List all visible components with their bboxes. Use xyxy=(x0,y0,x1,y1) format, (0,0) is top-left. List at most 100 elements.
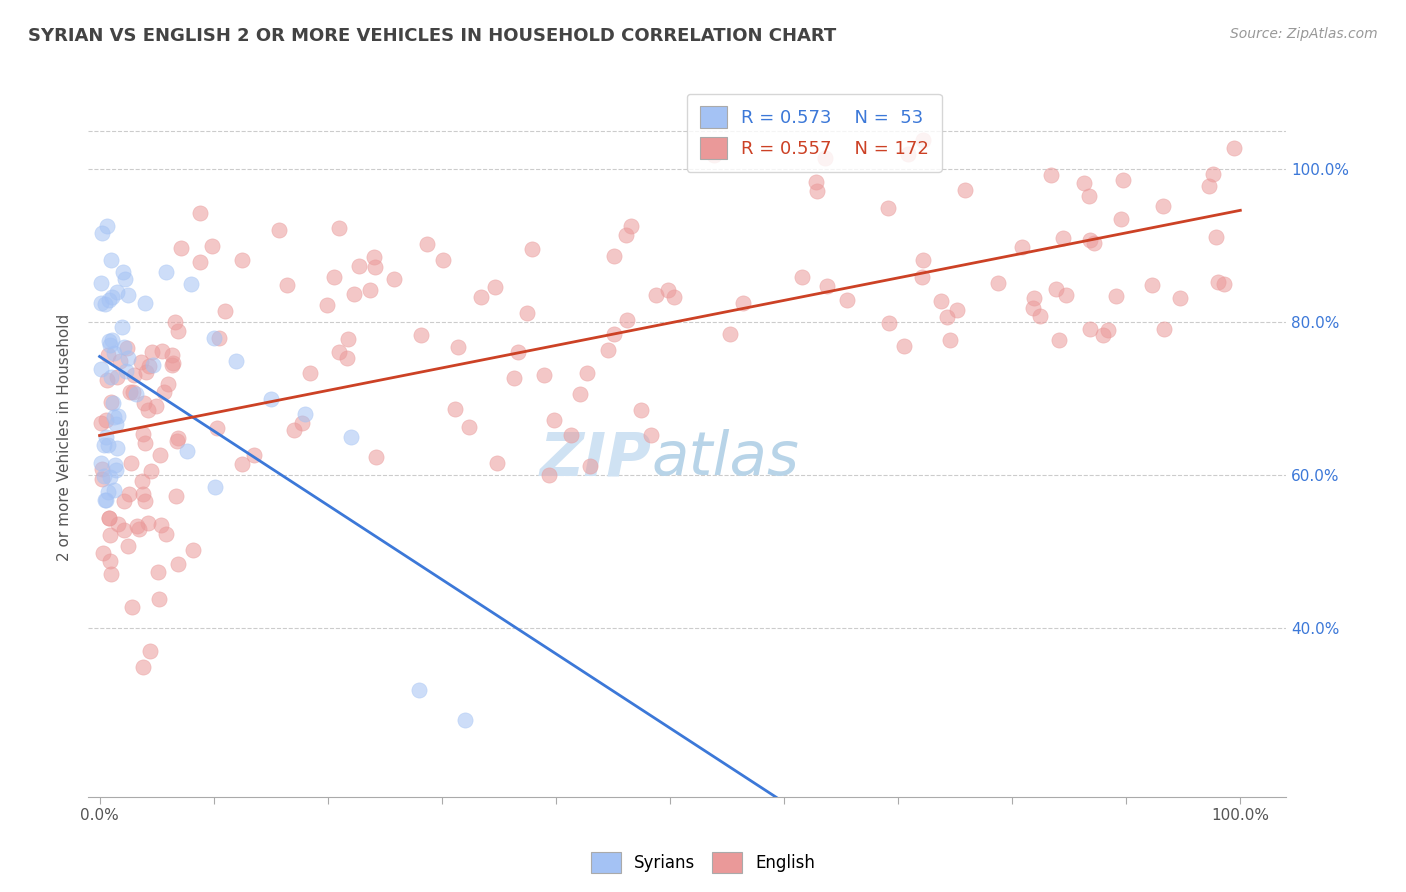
Point xyxy=(107,517,129,532)
Point xyxy=(267,223,290,237)
Point xyxy=(204,480,226,494)
Point xyxy=(543,412,565,426)
Point xyxy=(105,441,128,455)
Point xyxy=(180,277,202,291)
Point xyxy=(103,410,125,425)
Point xyxy=(132,427,155,442)
Point xyxy=(516,306,538,320)
Point xyxy=(201,238,224,252)
Point xyxy=(1083,235,1105,250)
Point xyxy=(603,249,626,263)
Point xyxy=(98,334,121,348)
Point xyxy=(718,326,741,341)
Point xyxy=(1105,288,1128,302)
Point xyxy=(176,444,198,458)
Point xyxy=(122,368,145,382)
Point xyxy=(1109,211,1132,226)
Point xyxy=(148,566,170,580)
Point xyxy=(120,456,142,470)
Point xyxy=(202,330,225,344)
Point xyxy=(97,348,120,362)
Point xyxy=(105,285,128,300)
Point xyxy=(1140,277,1163,292)
Point xyxy=(138,359,160,373)
Point xyxy=(127,519,149,533)
Text: ZIP: ZIP xyxy=(540,429,651,488)
Point xyxy=(97,511,120,525)
Point xyxy=(100,369,122,384)
Point xyxy=(620,219,643,233)
Point xyxy=(893,339,915,353)
Point xyxy=(90,295,112,310)
Point xyxy=(104,463,127,477)
Point xyxy=(108,354,131,368)
Point xyxy=(225,353,247,368)
Point xyxy=(316,298,339,312)
Point xyxy=(170,241,193,255)
Point xyxy=(664,290,686,304)
Point xyxy=(1078,321,1101,335)
Point xyxy=(1029,309,1052,323)
Point xyxy=(1073,177,1095,191)
Point xyxy=(90,362,112,376)
Point xyxy=(322,270,344,285)
Point xyxy=(132,396,155,410)
Point xyxy=(630,403,652,417)
Point xyxy=(94,493,117,508)
Point xyxy=(614,227,637,242)
Point xyxy=(155,527,177,541)
Point xyxy=(134,436,156,450)
Point xyxy=(814,151,837,165)
Point xyxy=(90,416,112,430)
Text: SYRIAN VS ENGLISH 2 OR MORE VEHICLES IN HOUSEHOLD CORRELATION CHART: SYRIAN VS ENGLISH 2 OR MORE VEHICLES IN … xyxy=(28,27,837,45)
Point xyxy=(104,458,127,472)
Point xyxy=(111,320,134,334)
Point xyxy=(1111,173,1133,187)
Point xyxy=(432,252,454,267)
Point xyxy=(337,332,360,346)
Point xyxy=(569,387,592,401)
Point xyxy=(205,421,228,435)
Point xyxy=(112,524,135,538)
Point xyxy=(132,487,155,501)
Point xyxy=(596,343,619,357)
Point xyxy=(291,416,314,430)
Point xyxy=(101,396,124,410)
Point xyxy=(294,407,316,421)
Point xyxy=(128,522,150,536)
Point xyxy=(1052,231,1074,245)
Point xyxy=(152,385,174,400)
Point xyxy=(343,287,366,301)
Point xyxy=(118,487,141,501)
Point xyxy=(790,269,813,284)
Point xyxy=(214,303,236,318)
Point xyxy=(484,280,506,294)
Point xyxy=(167,558,190,572)
Point xyxy=(115,341,138,355)
Point xyxy=(938,333,960,347)
Point xyxy=(100,252,122,267)
Point xyxy=(644,288,666,302)
Point xyxy=(93,438,115,452)
Point xyxy=(125,387,148,401)
Point xyxy=(1152,199,1174,213)
Point xyxy=(911,133,934,147)
Point xyxy=(120,384,142,399)
Point xyxy=(837,293,859,307)
Point xyxy=(936,310,959,325)
Point xyxy=(136,402,159,417)
Point xyxy=(260,392,283,406)
Point xyxy=(107,409,129,423)
Point xyxy=(328,221,350,235)
Point xyxy=(94,413,117,427)
Point xyxy=(163,316,186,330)
Point xyxy=(139,464,162,478)
Point xyxy=(506,345,529,359)
Point xyxy=(94,297,117,311)
Point xyxy=(897,147,920,161)
Point xyxy=(1223,141,1246,155)
Point xyxy=(90,462,112,476)
Point xyxy=(114,364,136,378)
Point xyxy=(1097,323,1119,337)
Point xyxy=(165,489,187,503)
